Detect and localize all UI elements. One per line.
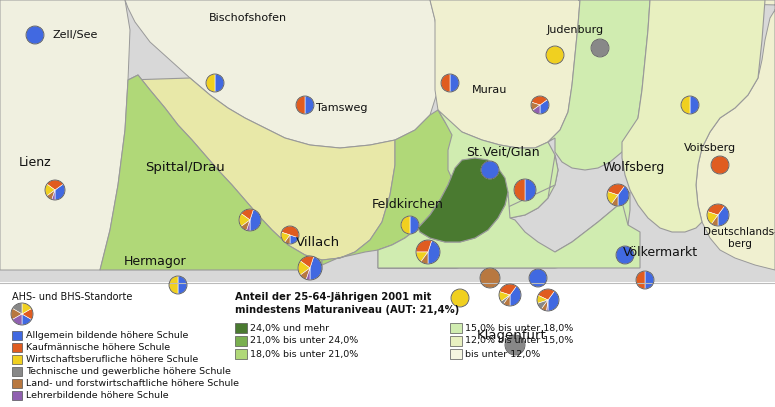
Text: 12,0% bis unter 15,0%: 12,0% bis unter 15,0% — [465, 337, 574, 346]
Text: AHS- und BHS-Standorte: AHS- und BHS-Standorte — [12, 292, 133, 302]
Text: St.Veit/Glan: St.Veit/Glan — [467, 145, 540, 158]
Wedge shape — [305, 96, 314, 114]
Wedge shape — [532, 96, 547, 105]
Text: Kaufmännische höhere Schule: Kaufmännische höhere Schule — [26, 343, 170, 352]
Wedge shape — [241, 209, 253, 220]
Wedge shape — [22, 309, 33, 319]
Polygon shape — [100, 75, 322, 270]
Text: 24,0% und mehr: 24,0% und mehr — [250, 324, 329, 333]
FancyBboxPatch shape — [235, 349, 247, 359]
Text: Wirtschaftsberufliche höhere Schule: Wirtschaftsberufliche höhere Schule — [26, 354, 198, 363]
Wedge shape — [532, 105, 540, 114]
Wedge shape — [546, 300, 548, 311]
Polygon shape — [378, 192, 640, 268]
Wedge shape — [707, 212, 718, 224]
Wedge shape — [514, 179, 525, 201]
Polygon shape — [128, 75, 395, 260]
Wedge shape — [22, 314, 32, 325]
FancyBboxPatch shape — [235, 336, 247, 346]
Text: 18,0% bis unter 21,0%: 18,0% bis unter 21,0% — [250, 350, 358, 359]
Wedge shape — [241, 220, 250, 230]
Wedge shape — [690, 96, 699, 114]
Wedge shape — [296, 96, 305, 114]
FancyBboxPatch shape — [235, 323, 247, 333]
Text: Hermagor: Hermagor — [124, 256, 186, 269]
Wedge shape — [298, 261, 310, 275]
Text: Land- und forstwirtschaftliche höhere Schule: Land- und forstwirtschaftliche höhere Sc… — [26, 379, 239, 387]
FancyBboxPatch shape — [0, 282, 775, 407]
Wedge shape — [12, 303, 22, 314]
Wedge shape — [401, 216, 410, 234]
Wedge shape — [410, 216, 419, 234]
Text: Klagenfurt: Klagenfurt — [477, 328, 547, 341]
Text: Wolfsberg: Wolfsberg — [603, 162, 665, 175]
Wedge shape — [636, 271, 645, 289]
Text: 15,0% bis unter 18,0%: 15,0% bis unter 18,0% — [465, 324, 574, 333]
FancyBboxPatch shape — [450, 323, 462, 333]
Wedge shape — [45, 184, 55, 196]
Polygon shape — [548, 0, 650, 170]
Text: Deutschlands-
berg: Deutschlands- berg — [703, 227, 775, 249]
Wedge shape — [546, 46, 564, 64]
Wedge shape — [542, 300, 548, 311]
Text: Völkermarkt: Völkermarkt — [622, 245, 698, 258]
Text: Bischofshofen: Bischofshofen — [209, 13, 287, 23]
Wedge shape — [529, 269, 547, 287]
Wedge shape — [681, 96, 690, 114]
Polygon shape — [418, 158, 508, 242]
Polygon shape — [438, 110, 558, 218]
Text: Allgemein bildende höhere Schule: Allgemein bildende höhere Schule — [26, 330, 188, 339]
Wedge shape — [300, 268, 310, 280]
FancyBboxPatch shape — [12, 343, 22, 352]
Wedge shape — [525, 179, 536, 201]
FancyBboxPatch shape — [12, 366, 22, 376]
Wedge shape — [47, 190, 55, 199]
Wedge shape — [12, 314, 22, 325]
Wedge shape — [421, 252, 428, 264]
Text: Feldkirchen: Feldkirchen — [372, 199, 444, 212]
Text: 21,0% bis unter 24,0%: 21,0% bis unter 24,0% — [250, 337, 358, 346]
Text: Spittal/Drau: Spittal/Drau — [145, 162, 225, 175]
Wedge shape — [300, 256, 314, 268]
Wedge shape — [538, 300, 548, 309]
Wedge shape — [510, 286, 521, 306]
FancyBboxPatch shape — [12, 354, 22, 363]
Polygon shape — [0, 0, 130, 270]
Wedge shape — [178, 276, 187, 294]
Wedge shape — [11, 309, 22, 319]
Wedge shape — [416, 240, 432, 252]
Wedge shape — [450, 74, 459, 92]
Wedge shape — [708, 204, 725, 215]
Polygon shape — [322, 110, 458, 265]
Text: Anteil der 25-64-Jährigen 2001 mit
mindestens Maturaniveau (AUT: 21,4%): Anteil der 25-64-Jährigen 2001 mit minde… — [235, 292, 460, 315]
Text: Tamsweg: Tamsweg — [316, 103, 368, 113]
Text: Lienz: Lienz — [19, 155, 51, 168]
Wedge shape — [531, 102, 540, 110]
FancyBboxPatch shape — [450, 349, 462, 359]
Wedge shape — [26, 26, 44, 44]
Text: Lehrerbildende höhere Schule: Lehrerbildende höhere Schule — [26, 390, 169, 400]
Wedge shape — [548, 291, 559, 311]
Wedge shape — [22, 303, 32, 314]
Wedge shape — [306, 268, 310, 280]
Wedge shape — [480, 268, 500, 288]
Wedge shape — [416, 252, 428, 262]
Wedge shape — [538, 289, 554, 300]
Wedge shape — [500, 284, 516, 295]
Wedge shape — [55, 184, 65, 200]
Wedge shape — [441, 74, 450, 92]
Wedge shape — [250, 210, 261, 231]
FancyBboxPatch shape — [12, 379, 22, 387]
Wedge shape — [711, 156, 729, 174]
Wedge shape — [52, 190, 55, 200]
Polygon shape — [378, 155, 630, 268]
Text: Zell/See: Zell/See — [53, 30, 98, 40]
Wedge shape — [607, 192, 618, 204]
Text: bis unter 12,0%: bis unter 12,0% — [465, 350, 540, 359]
Wedge shape — [616, 246, 634, 264]
FancyBboxPatch shape — [450, 336, 462, 346]
Polygon shape — [0, 270, 775, 407]
Wedge shape — [215, 74, 224, 92]
Wedge shape — [618, 186, 629, 206]
